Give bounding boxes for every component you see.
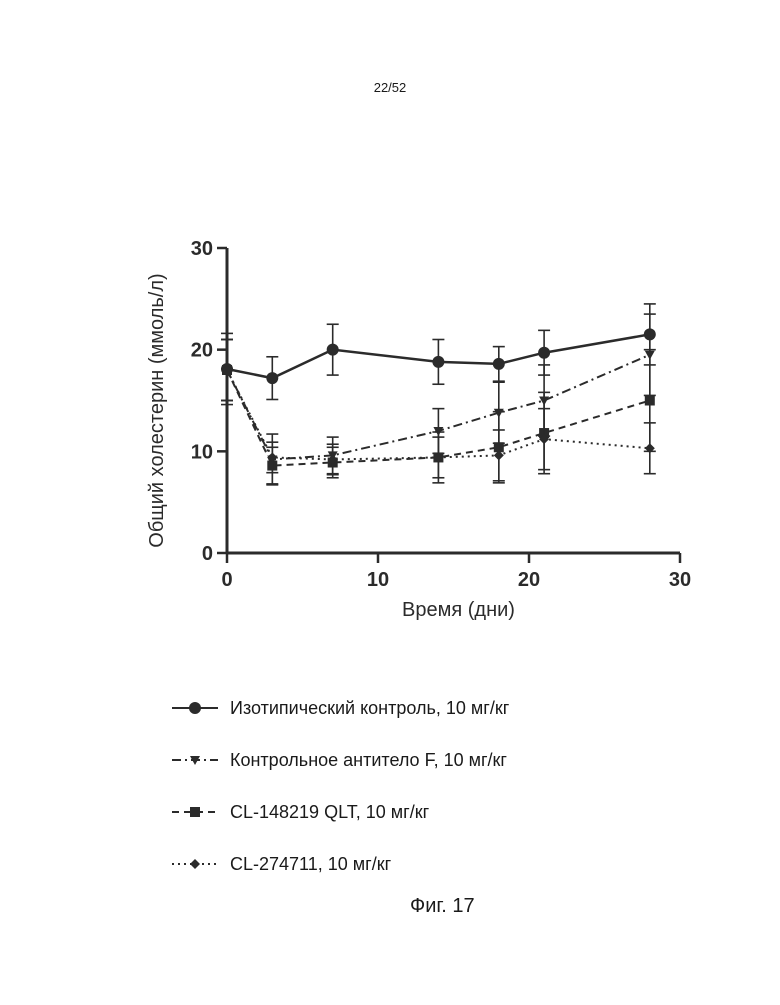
legend-item-cl274711: CL-274711, 10 мг/кг xyxy=(170,838,509,890)
legend-label: CL-148219 QLT, 10 мг/кг xyxy=(230,802,429,823)
x-tick-label: 0 xyxy=(221,569,232,591)
x-axis-label: Время (дни) xyxy=(402,599,515,621)
legend-marker xyxy=(190,807,200,817)
legend-label: Изотипический контроль, 10 мг/кг xyxy=(230,698,509,719)
data-point xyxy=(493,358,505,370)
legend-swatch-control-antibody xyxy=(170,750,220,770)
data-point xyxy=(538,347,550,359)
figure-caption: Фиг. 17 xyxy=(410,895,475,918)
legend-label: Контрольное антитело F, 10 мг/кг xyxy=(230,750,507,771)
legend-label: CL-274711, 10 мг/кг xyxy=(230,854,391,875)
legend-marker xyxy=(190,859,200,869)
data-point xyxy=(645,396,655,406)
y-tick-label: 20 xyxy=(191,340,213,362)
legend-item-isotype: Изотипический контроль, 10 мг/кг xyxy=(170,682,509,734)
y-tick-label: 30 xyxy=(191,238,213,260)
x-tick-label: 10 xyxy=(367,569,389,591)
y-tick-label: 10 xyxy=(191,441,213,463)
data-point xyxy=(432,356,444,368)
legend-swatch-cl148219 xyxy=(170,802,220,822)
x-tick-label: 20 xyxy=(518,569,540,591)
legend-swatch-cl274711 xyxy=(170,854,220,874)
data-point xyxy=(327,344,339,356)
cholesterol-chart: 0 10 20 30 0 10 20 30 Время (дни) Общий холестери… xyxy=(0,0,780,660)
chart-legend: Изотипический контроль, 10 мг/кг Контрол… xyxy=(170,682,509,890)
legend-item-control-antibody: Контрольное антитело F, 10 мг/кг xyxy=(170,734,509,786)
data-point xyxy=(266,372,278,384)
x-tick-label: 30 xyxy=(669,569,691,591)
legend-swatch-isotype xyxy=(170,698,220,718)
series-0 xyxy=(221,304,656,405)
y-axis-label: Общий холестерин (ммоль/л) xyxy=(146,273,168,547)
legend-marker xyxy=(189,702,201,714)
legend-item-cl148219: CL-148219 QLT, 10 мг/кг xyxy=(170,786,509,838)
y-tick-label: 0 xyxy=(202,543,213,565)
